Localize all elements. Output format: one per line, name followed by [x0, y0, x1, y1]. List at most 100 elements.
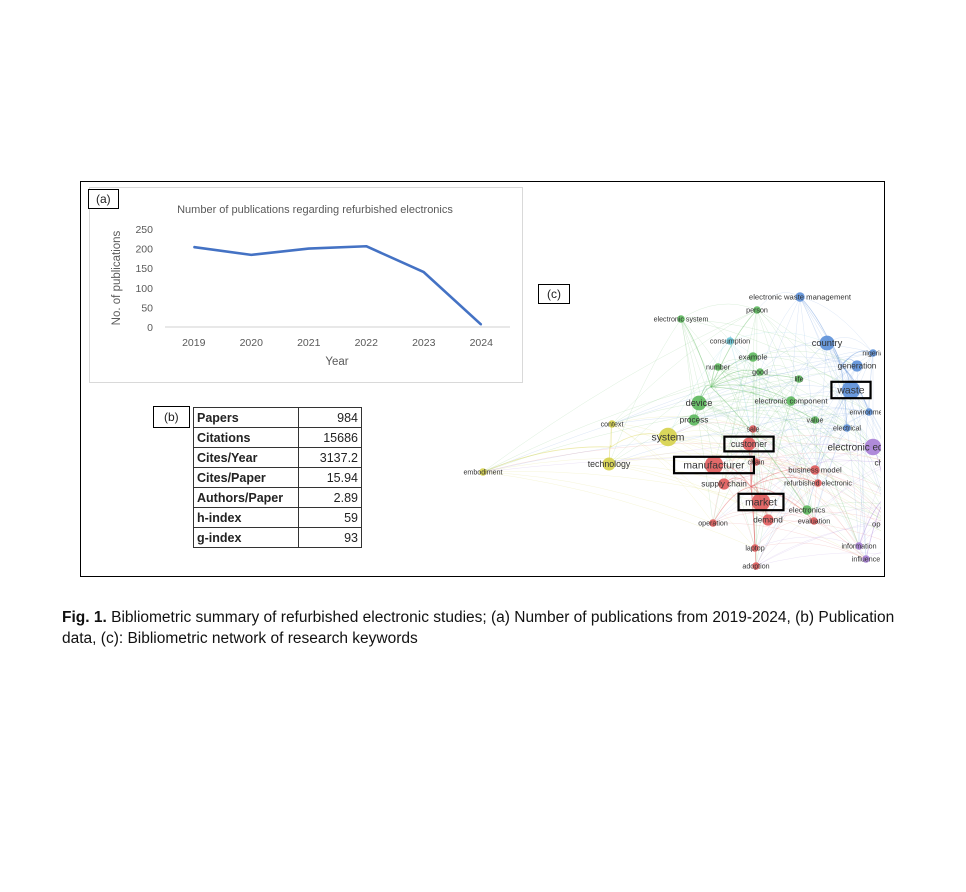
- keyword-label: consumption: [710, 337, 750, 345]
- keyword-label: refurbished electronic: [784, 479, 852, 487]
- network-edge: [680, 318, 714, 524]
- keyword-label: evaluation: [798, 517, 830, 525]
- network-edge: [814, 469, 881, 489]
- network-edge: [729, 340, 816, 471]
- network-edge: [750, 468, 816, 488]
- x-tick-label: 2022: [355, 337, 379, 349]
- network-edge: [698, 391, 792, 404]
- network-edge: [611, 371, 761, 425]
- network-edge: [693, 419, 808, 511]
- network-edge: [693, 405, 870, 421]
- network-edge: [865, 551, 881, 560]
- network-edge: [754, 542, 867, 560]
- network-edge: [680, 318, 712, 388]
- network-edge: [717, 366, 819, 484]
- keyword-node: [864, 438, 881, 456]
- network-edge: [611, 423, 762, 503]
- network-edge: [611, 415, 848, 429]
- network-edge: [608, 356, 754, 465]
- keyword-label: good: [752, 368, 768, 376]
- keyword-node: [718, 478, 730, 490]
- network-edge: [680, 318, 756, 549]
- keyword-node: [819, 335, 835, 351]
- keyword-label: electronic equipment: [827, 442, 881, 453]
- network-edge: [799, 296, 842, 368]
- network-edge: [693, 419, 867, 560]
- network-edge: [680, 318, 852, 391]
- network-edge: [680, 316, 731, 342]
- keyword-label: business model: [788, 466, 842, 475]
- network-edge: [813, 466, 881, 522]
- network-edge: [767, 365, 858, 521]
- stats-row: Cites/Year 3137.2: [193, 447, 362, 468]
- keyword-node: [855, 542, 863, 550]
- keyword-node: [811, 416, 819, 424]
- network-edge: [680, 318, 715, 466]
- keyword-label: supply chain: [701, 480, 747, 489]
- network-edge: [717, 366, 750, 445]
- network-edge: [790, 395, 870, 413]
- network-edge: [755, 365, 858, 463]
- keyword-label: demand: [753, 516, 783, 525]
- keyword-node: [786, 396, 796, 406]
- figure-caption: Fig. 1. Bibliometric summary of refurbis…: [62, 607, 922, 649]
- network-edge: [717, 366, 848, 429]
- network-edge: [698, 365, 858, 404]
- network-edge: [712, 411, 870, 524]
- network-edge: [608, 452, 757, 465]
- network-edge: [482, 352, 874, 473]
- y-tick-label: 0: [147, 322, 153, 334]
- network-edge: [756, 309, 800, 380]
- keyword-label: context: [601, 420, 624, 428]
- network-edge: [799, 296, 874, 354]
- stats-value: 93: [298, 527, 362, 548]
- network-edge: [717, 366, 881, 478]
- keyword-label: electrical: [833, 424, 861, 432]
- network-edge: [759, 371, 815, 522]
- y-tick-label: 100: [135, 283, 153, 295]
- network-edge: [710, 386, 808, 511]
- network-edge: [608, 443, 874, 465]
- network-edge: [611, 352, 874, 425]
- keyword-node: [479, 468, 487, 476]
- x-tick-label: 2021: [297, 337, 321, 349]
- network-edge: [710, 309, 758, 388]
- network-edge: [667, 422, 754, 438]
- network-edge: [723, 400, 792, 485]
- data-point: [422, 271, 425, 273]
- keyword-node: [841, 380, 861, 400]
- keyword-label: country: [812, 338, 843, 348]
- keyword-label: value: [807, 416, 824, 424]
- keyword-node: [691, 395, 707, 411]
- network-edge: [755, 427, 848, 567]
- network-edge: [756, 309, 860, 547]
- keyword-node: [802, 505, 812, 515]
- chart-title: Number of publications regarding refurbi…: [177, 204, 453, 216]
- network-edge: [482, 457, 715, 473]
- caption-fig-label: Fig. 1.: [62, 609, 107, 626]
- keyword-label: electronic waste management: [749, 293, 852, 302]
- keyword-label: challenge: [874, 459, 881, 468]
- network-edge: [799, 296, 819, 484]
- network-edge: [858, 352, 874, 547]
- network-edge: [752, 344, 874, 358]
- network-edge: [756, 309, 815, 522]
- network-edge: [755, 552, 881, 567]
- network-edge: [755, 389, 852, 463]
- network-edge: [813, 482, 819, 522]
- network-edge: [754, 446, 874, 549]
- data-point: [365, 245, 368, 248]
- network-edge: [755, 461, 881, 525]
- keyword-node: [742, 437, 756, 451]
- keyword-label: chain: [748, 458, 765, 466]
- keyword-node: [709, 519, 717, 527]
- network-edge: [611, 416, 754, 430]
- network-edge: [806, 389, 852, 511]
- network-edge: [698, 402, 819, 484]
- network-edge: [817, 482, 860, 547]
- keyword-label: number: [706, 363, 731, 371]
- network-edge: [680, 318, 762, 503]
- network-edge: [850, 389, 867, 560]
- network-edge: [760, 446, 874, 503]
- keyword-node: [748, 352, 758, 362]
